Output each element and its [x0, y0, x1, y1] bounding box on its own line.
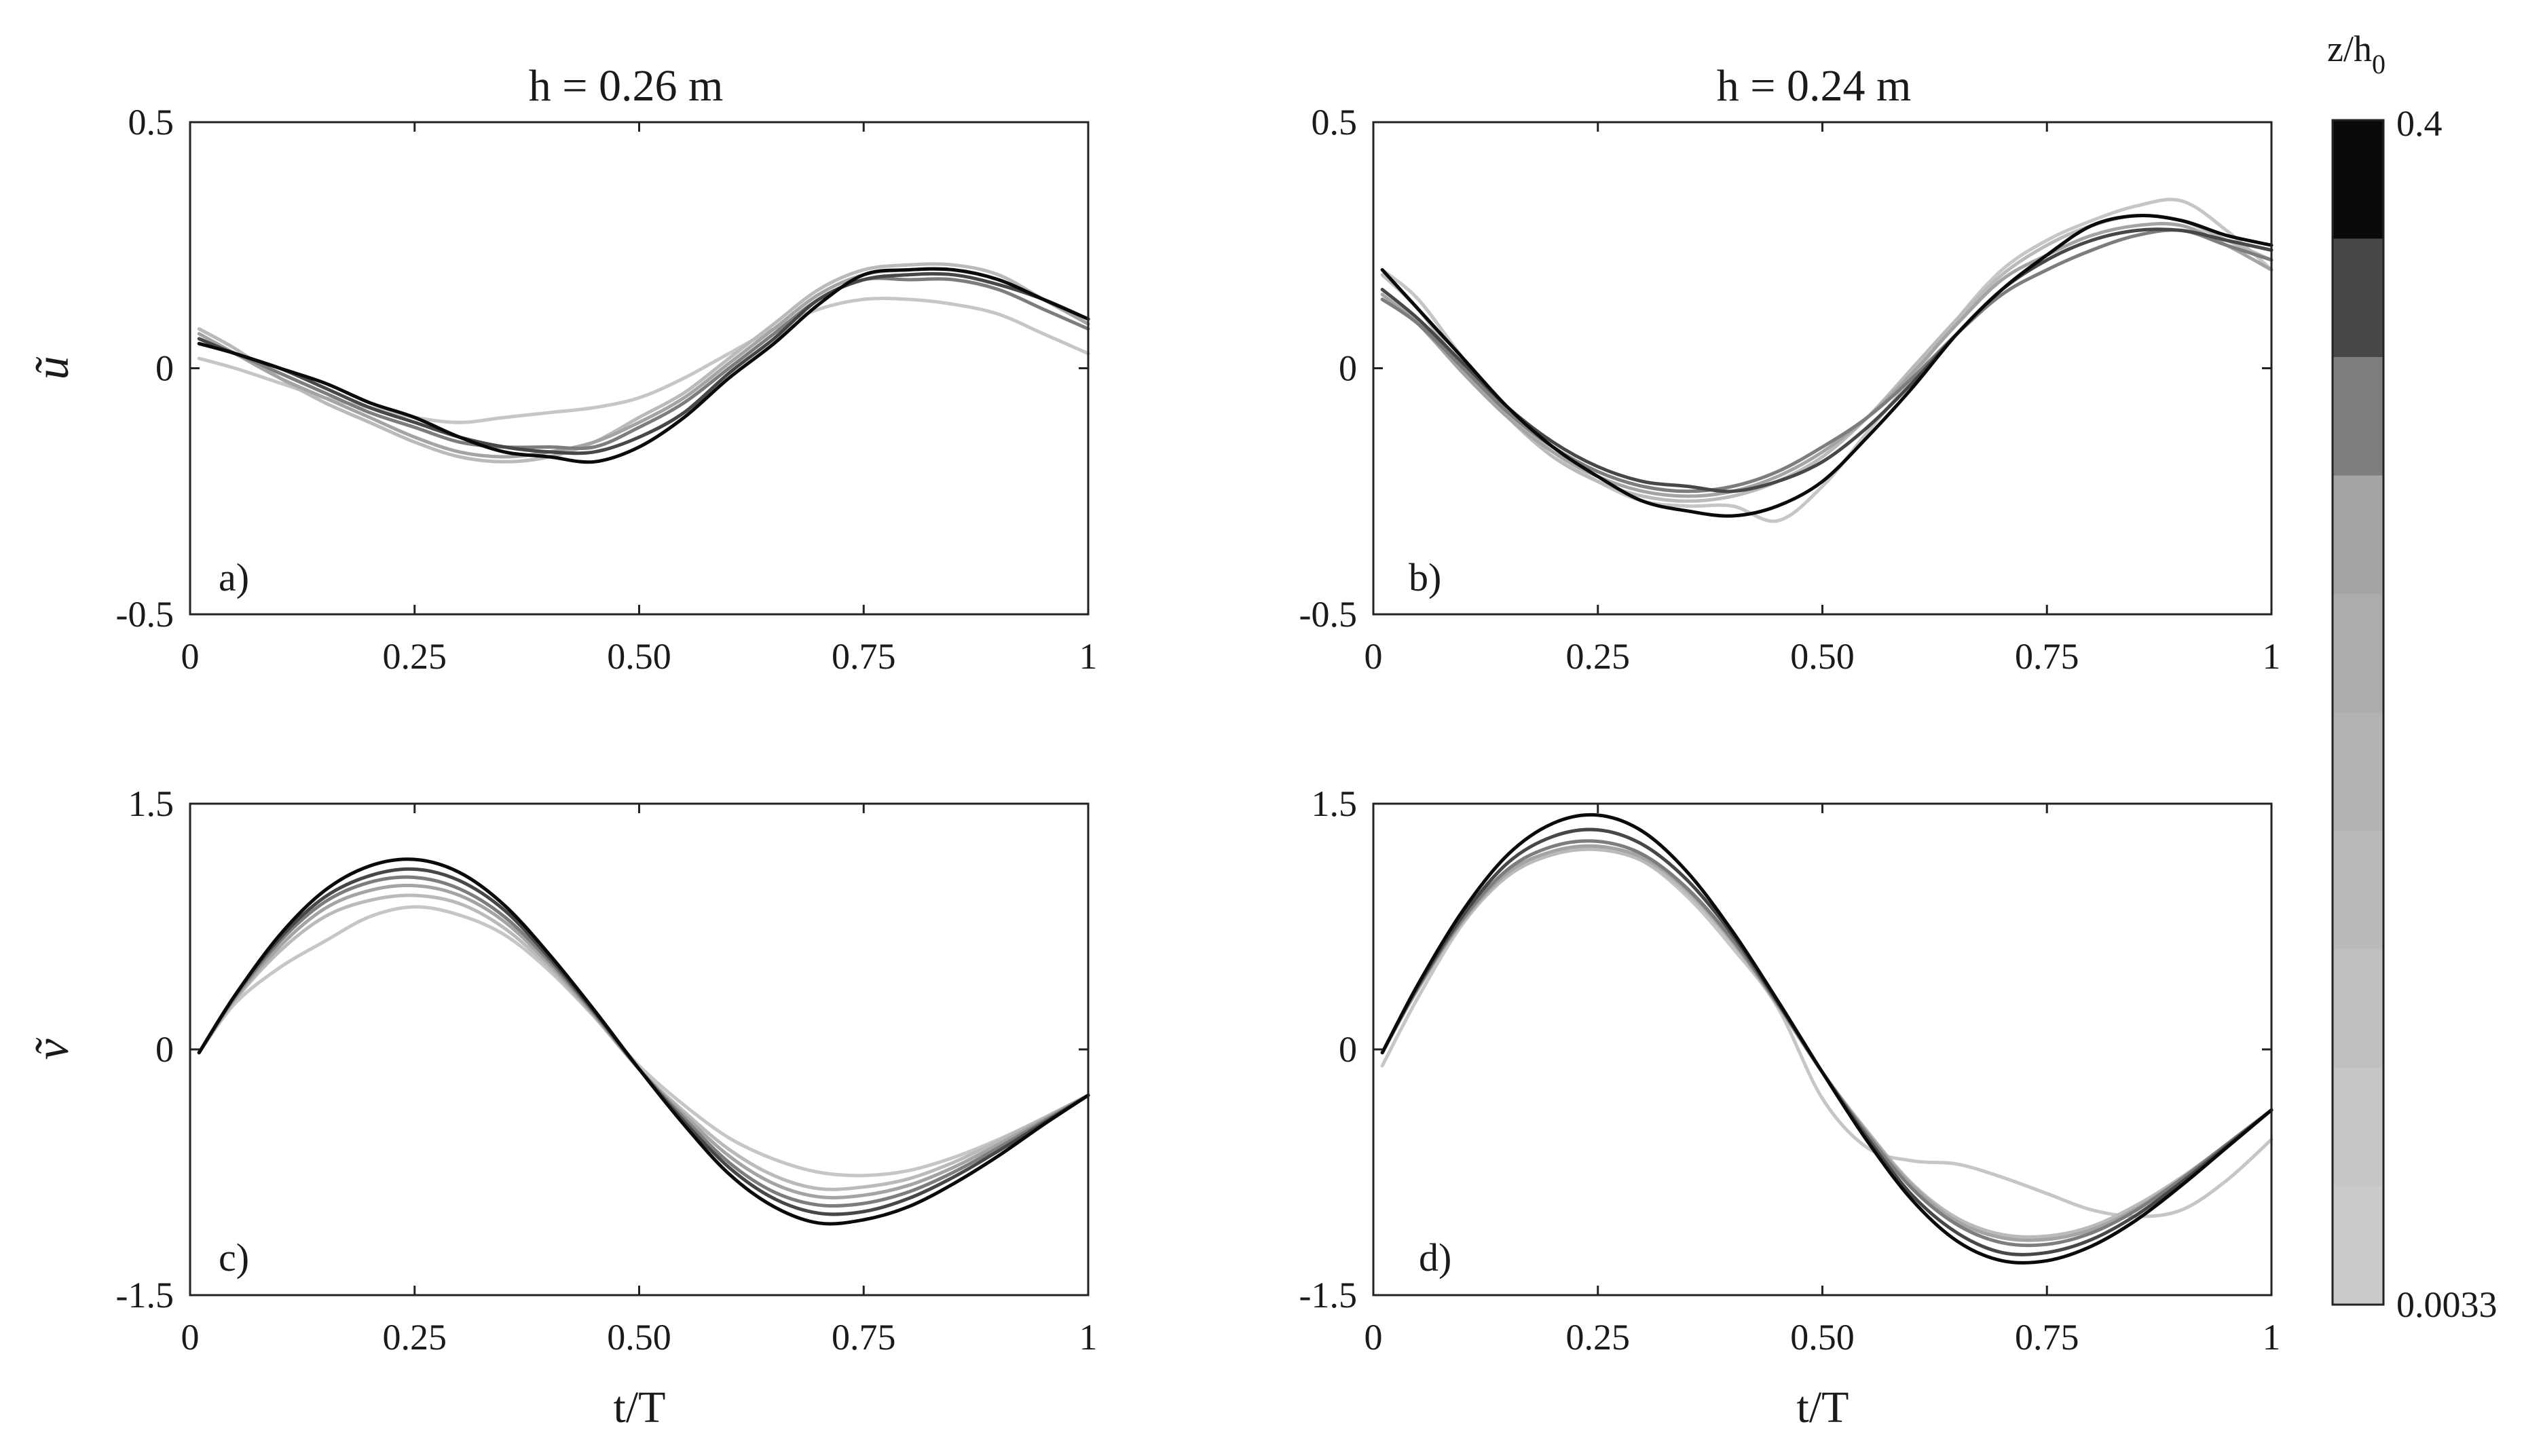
y-axis-label-a: ũ	[26, 356, 79, 380]
colorbar-blocks	[2333, 120, 2383, 1305]
x-tick-label-d-4: 1	[2263, 1317, 2281, 1358]
series-line-d-4	[1380, 844, 2273, 1242]
colorbar-block-0	[2333, 120, 2383, 239]
ticks-c: 0 0.25 0.50 0.75 1-1.501.5	[116, 783, 1098, 1358]
colorbar-label-sub: 0	[2372, 49, 2386, 79]
x-tick-label-a-3: 0.75	[832, 636, 896, 677]
y-tick-label-c-0: -1.5	[116, 1275, 174, 1315]
plot-frame-c	[189, 802, 1090, 1296]
x-tick-label-c-3: 0.75	[832, 1317, 896, 1358]
plot-frame-b	[1372, 121, 2273, 616]
x-tick-label-b-0: 0	[1365, 636, 1383, 677]
colorbar-label-main: z/h	[2327, 29, 2372, 69]
panel-label-a: a)	[219, 555, 249, 599]
x-axis-label-right: t/T	[1797, 1383, 1849, 1432]
y-tick-label-c-2: 1.5	[128, 783, 174, 824]
x-tick-label-b-4: 1	[2263, 636, 2281, 677]
y-tick-label-b-1: 0	[1339, 348, 1357, 389]
x-tick-label-d-3: 0.75	[2015, 1317, 2079, 1358]
series-line-c-6	[197, 905, 1090, 1178]
colorbar-block-7	[2333, 949, 2383, 1068]
colorbar-block-9	[2333, 1186, 2383, 1305]
x-tick-label-c-1: 0.25	[383, 1317, 447, 1358]
plot-frame-a	[189, 121, 1090, 616]
series-layer-a	[197, 262, 1090, 464]
colorbar-min-label: 0.0033	[2396, 1284, 2498, 1325]
series-line-c-5	[197, 893, 1090, 1191]
x-tick-label-a-1: 0.25	[383, 636, 447, 677]
title-right: h = 0.24 m	[1717, 61, 1912, 111]
series-line-a-1	[197, 267, 1090, 464]
x-tick-label-d-1: 0.25	[1566, 1317, 1631, 1358]
series-line-d-5	[1380, 847, 2273, 1239]
panel-label-b: b)	[1409, 555, 1441, 599]
x-tick-label-a-2: 0.50	[607, 636, 671, 677]
series-line-a-2	[197, 272, 1090, 455]
ticks-a: 0 0.25 0.50 0.75 1-0.500.5	[116, 102, 1098, 677]
series-line-b-3	[1380, 228, 2273, 493]
y-tick-label-a-0: -0.5	[116, 594, 174, 635]
series-line-d-6	[1380, 845, 2273, 1218]
y-tick-label-a-2: 0.5	[128, 102, 174, 143]
y-tick-label-c-1: 0	[155, 1029, 174, 1070]
series-layer-b	[1380, 198, 2273, 523]
panel-c: 0 0.25 0.50 0.75 1-1.501.5 ṽ c)	[26, 783, 1098, 1358]
y-axis-label-c: ṽ	[26, 1038, 79, 1060]
series-layer-c	[197, 857, 1090, 1226]
y-tick-label-d-0: -1.5	[1299, 1275, 1357, 1315]
colorbar-block-5	[2333, 712, 2383, 832]
colorbar-block-2	[2333, 357, 2383, 476]
series-line-d-1	[1380, 813, 2273, 1265]
x-axis-label-left: t/T	[614, 1383, 666, 1432]
colorbar-block-1	[2333, 238, 2383, 358]
colorbar-block-4	[2333, 594, 2383, 713]
x-tick-label-c-2: 0.50	[607, 1317, 671, 1358]
series-line-b-6	[1380, 198, 2273, 523]
x-tick-label-b-2: 0.50	[1790, 636, 1855, 677]
y-tick-label-d-1: 0	[1339, 1029, 1357, 1070]
colorbar-frame	[2331, 119, 2385, 1306]
colorbar-block-3	[2333, 475, 2383, 595]
series-line-a-6	[197, 297, 1090, 424]
panel-d: 0 0.25 0.50 0.75 1-1.501.5 d)	[1299, 783, 2281, 1358]
colorbar-max-label: 0.4	[2396, 103, 2443, 144]
x-tick-label-c-4: 1	[1079, 1317, 1098, 1358]
panel-b: 0 0.25 0.50 0.75 1-0.500.5 b)	[1299, 102, 2281, 677]
ticks-b: 0 0.25 0.50 0.75 1-0.500.5	[1299, 102, 2281, 677]
y-tick-label-d-2: 1.5	[1312, 783, 1358, 824]
y-tick-label-b-0: -0.5	[1299, 594, 1357, 635]
series-line-c-4	[197, 883, 1090, 1199]
x-tick-label-b-1: 0.25	[1566, 636, 1631, 677]
series-line-a-5	[197, 262, 1090, 464]
series-line-d-3	[1380, 839, 2273, 1248]
series-line-c-1	[197, 857, 1090, 1226]
panel-label-d: d)	[1419, 1235, 1451, 1280]
x-tick-label-a-0: 0	[181, 636, 200, 677]
series-line-b-4	[1380, 221, 2273, 498]
series-line-a-4	[197, 267, 1090, 459]
colorbar: z/h0 0.4 0.0033	[2327, 29, 2498, 1325]
series-line-a-3	[197, 276, 1090, 451]
x-tick-label-c-0: 0	[181, 1317, 200, 1358]
panel-label-c: c)	[219, 1235, 249, 1280]
x-tick-label-d-2: 0.50	[1790, 1317, 1855, 1358]
colorbar-block-8	[2333, 1068, 2383, 1187]
x-tick-label-a-4: 1	[1079, 636, 1098, 677]
series-layer-d	[1380, 813, 2273, 1265]
y-tick-label-a-1: 0	[155, 348, 174, 389]
x-tick-label-b-3: 0.75	[2015, 636, 2079, 677]
series-line-d-2	[1380, 827, 2273, 1256]
series-line-b-1	[1380, 214, 2273, 518]
title-left: h = 0.26 m	[529, 61, 724, 111]
x-tick-label-d-0: 0	[1365, 1317, 1383, 1358]
y-tick-label-b-2: 0.5	[1312, 102, 1358, 143]
colorbar-label: z/h0	[2327, 29, 2386, 79]
ticks-d: 0 0.25 0.50 0.75 1-1.501.5	[1299, 783, 2281, 1358]
panel-a: 0 0.25 0.50 0.75 1-0.500.5 ũ a)	[26, 102, 1098, 677]
colorbar-block-6	[2333, 831, 2383, 950]
